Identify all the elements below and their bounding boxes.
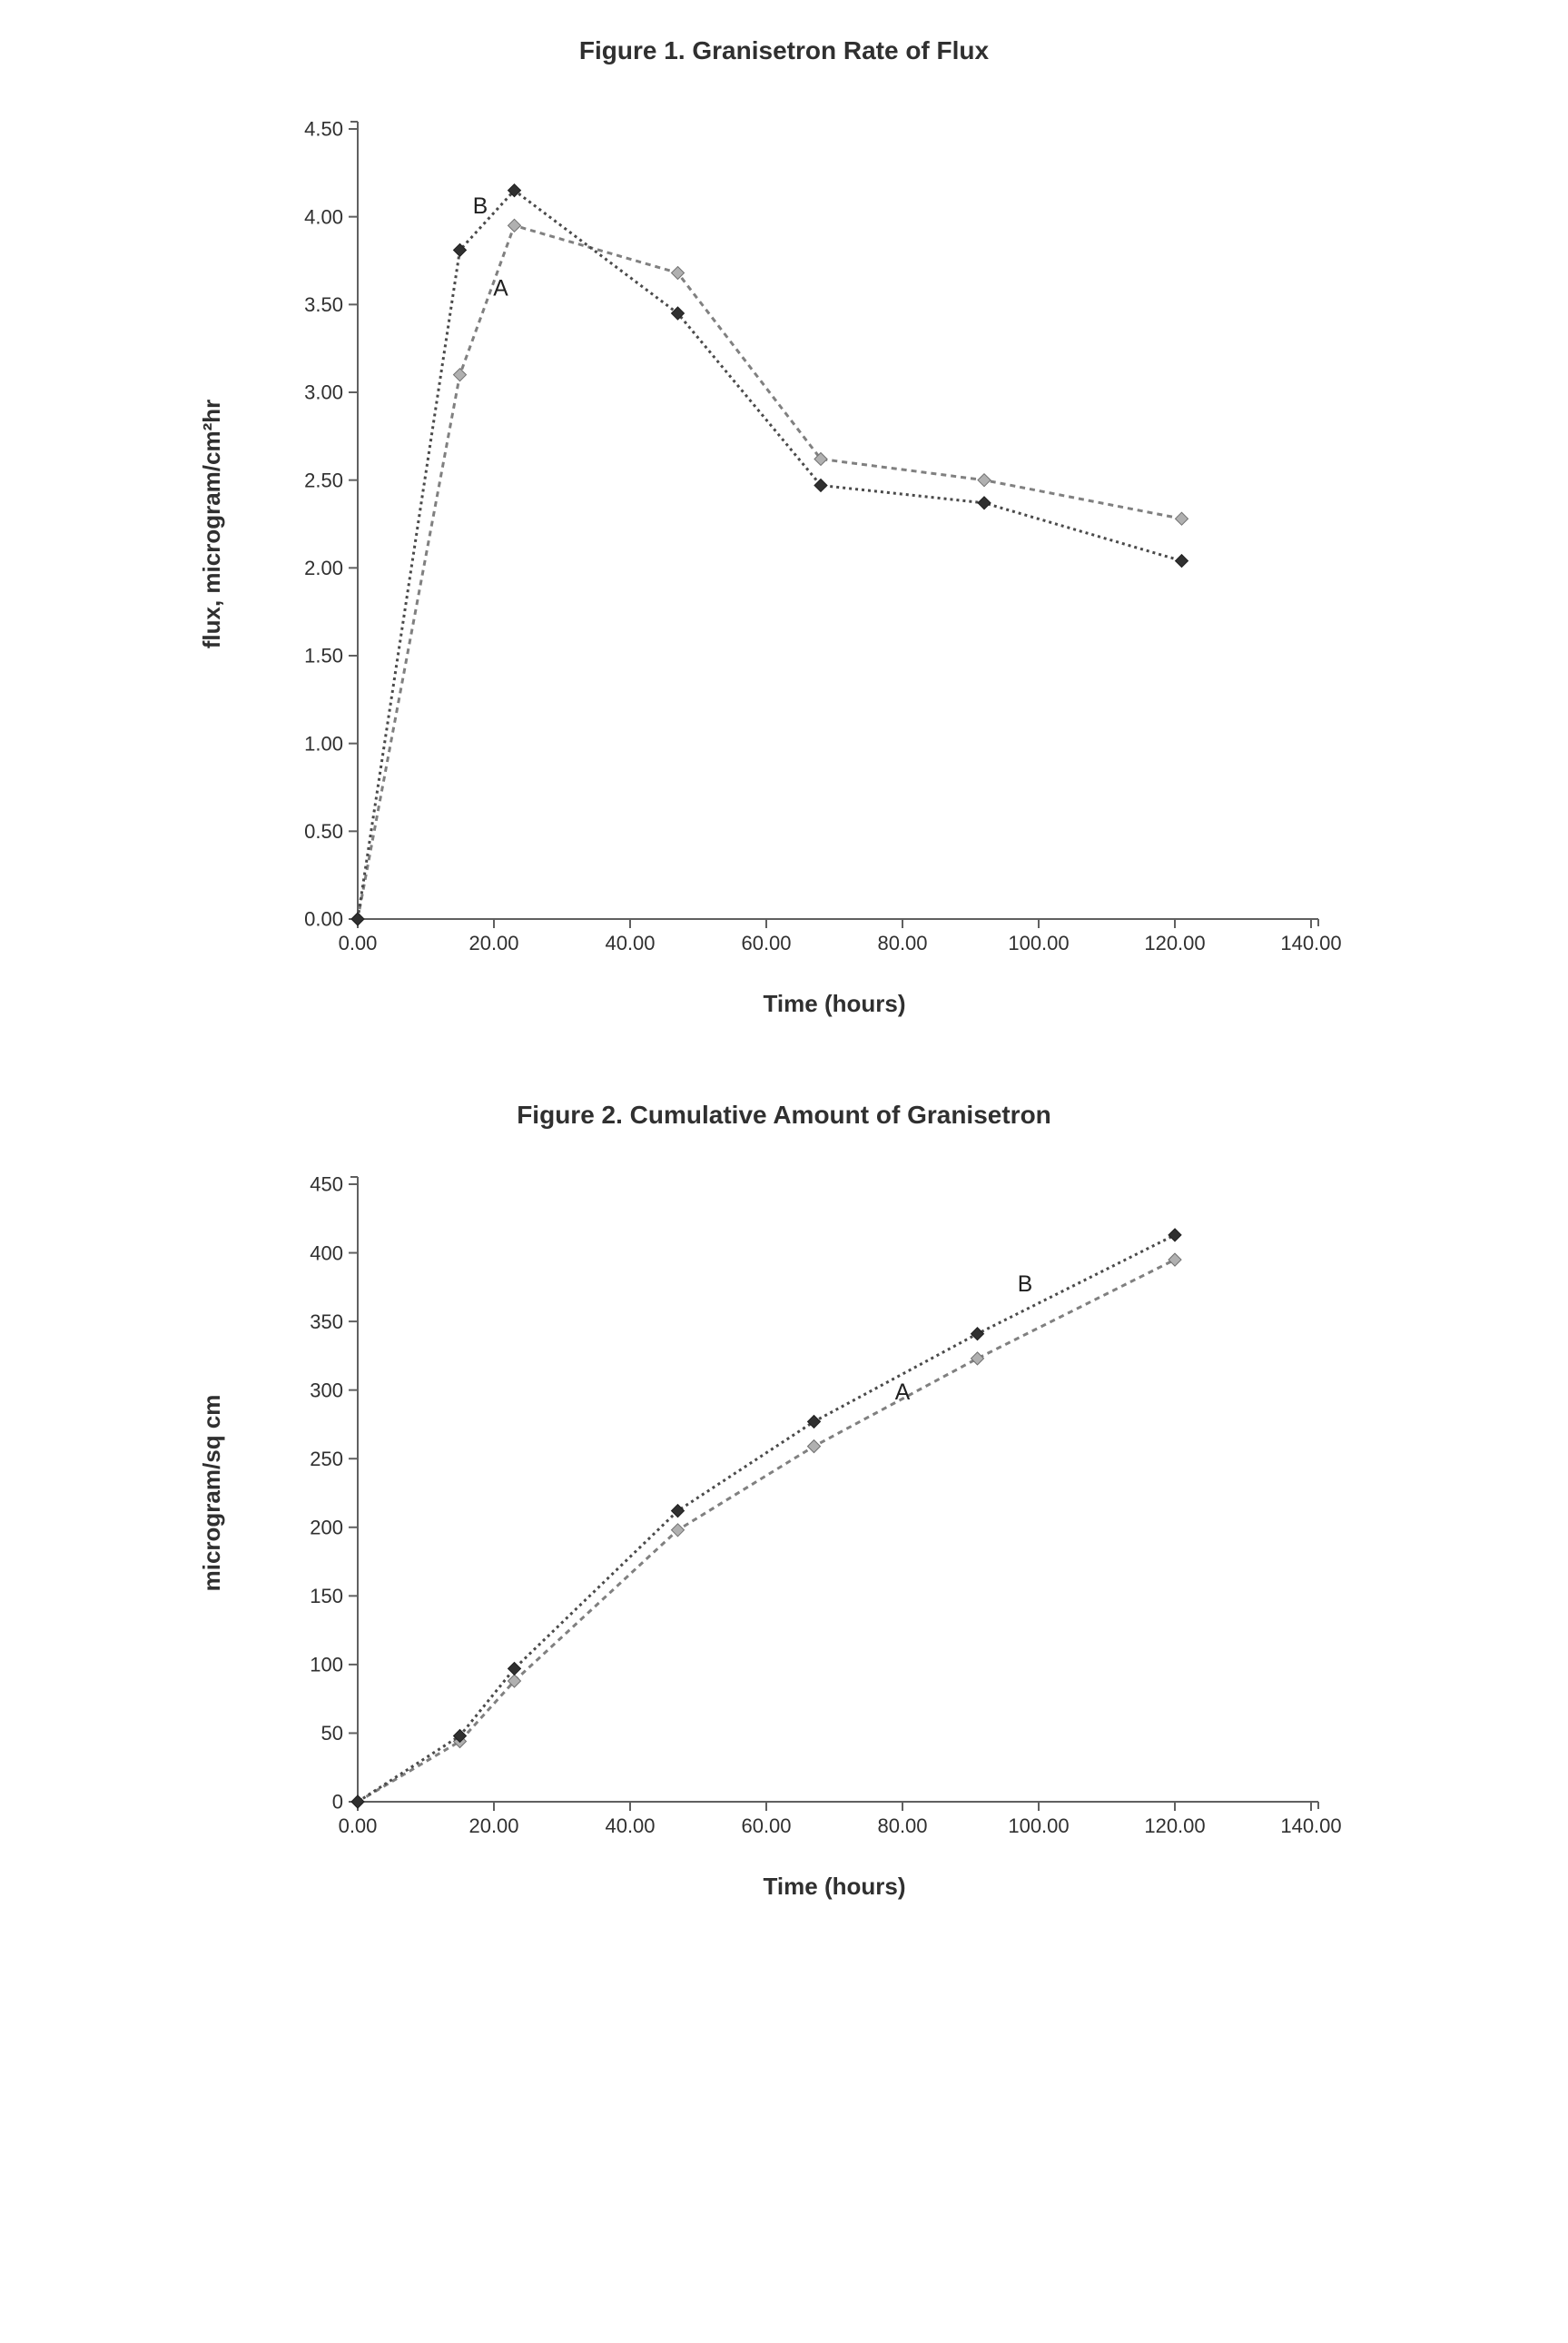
x-tick-label: 100.00 — [1008, 932, 1069, 954]
x-axis-label: Time (hours) — [763, 1873, 905, 1900]
series-A-marker — [453, 369, 466, 381]
y-tick-label: 0.00 — [304, 908, 343, 931]
series-B-marker — [453, 243, 466, 256]
x-tick-label: 80.00 — [877, 932, 927, 954]
y-tick-label: 200 — [310, 1516, 343, 1538]
x-tick-label: 40.00 — [605, 1814, 655, 1837]
x-tick-label: 60.00 — [741, 932, 791, 954]
x-tick-label: 20.00 — [468, 1814, 518, 1837]
y-axis-label: flux, microgram/cm²hr — [198, 400, 225, 649]
series-A-marker — [508, 219, 520, 232]
spacer — [0, 1037, 1568, 1101]
x-tick-label: 140.00 — [1280, 1814, 1341, 1837]
series-A-line — [358, 1260, 1175, 1802]
series-A-marker — [671, 1524, 684, 1537]
figure-1-block: Figure 1. Granisetron Rate of Flux 0.000… — [185, 36, 1384, 1037]
y-tick-label: 4.50 — [304, 118, 343, 141]
x-tick-label: 20.00 — [468, 932, 518, 954]
series-A-marker — [807, 1440, 820, 1453]
x-tick-label: 120.00 — [1144, 1814, 1205, 1837]
series-B-marker — [971, 1328, 983, 1340]
figure-2-title: Figure 2. Cumulative Amount of Granisetr… — [185, 1101, 1384, 1130]
series-B-label: B — [472, 194, 487, 219]
series-B-marker — [814, 479, 827, 491]
figure-1-chart: 0.00 0.50 1.00 1.50 2.00 2.50 3.00 3.50 4.00 4.50… — [185, 102, 1347, 1037]
y-tick-label: 2.50 — [304, 469, 343, 491]
series-A-marker — [1175, 512, 1188, 525]
y-tick-label: 0 — [331, 1791, 342, 1814]
y-tick-label: 1.50 — [304, 645, 343, 667]
y-tick-label: 4.00 — [304, 205, 343, 228]
x-tick-label: 0.00 — [338, 932, 377, 954]
y-tick-label: 0.50 — [304, 820, 343, 843]
series-A-marker — [978, 474, 991, 487]
series-A-label: A — [493, 277, 508, 302]
series-B-line — [358, 191, 1182, 919]
figure-2-block: Figure 2. Cumulative Amount of Granisetr… — [185, 1101, 1384, 1920]
series-B-marker — [508, 1662, 520, 1675]
x-tick-label: 100.00 — [1008, 1814, 1069, 1837]
x-axis-label: Time (hours) — [763, 990, 905, 1017]
series-A-label: A — [894, 1380, 910, 1405]
y-tick-label: 300 — [310, 1379, 343, 1401]
y-tick-label: 3.50 — [304, 293, 343, 316]
x-tick-label: 60.00 — [741, 1814, 791, 1837]
y-axis-label: microgram/sq cm — [198, 1395, 225, 1592]
series-B-marker — [1175, 555, 1188, 568]
y-tick-label: 350 — [310, 1310, 343, 1333]
y-tick-label: 50 — [321, 1722, 342, 1745]
series-A-marker — [971, 1352, 983, 1365]
x-tick-label: 80.00 — [877, 1814, 927, 1837]
series-B-marker — [1169, 1229, 1181, 1241]
page: Figure 1. Granisetron Rate of Flux 0.000… — [0, 0, 1568, 1992]
figure-2-chart: 0 50 100 150 200 250 300 350 400 450 0.00 20.00 40.0… — [185, 1157, 1347, 1920]
y-tick-label: 3.00 — [304, 381, 343, 404]
x-tick-label: 40.00 — [605, 932, 655, 954]
y-tick-label: 2.00 — [304, 557, 343, 579]
x-tick-label: 140.00 — [1280, 932, 1341, 954]
figure-1-title: Figure 1. Granisetron Rate of Flux — [185, 36, 1384, 65]
y-tick-label: 150 — [310, 1585, 343, 1607]
series-B-label: B — [1017, 1272, 1031, 1297]
series-A-line — [358, 225, 1182, 919]
series-B-marker — [978, 497, 991, 509]
y-tick-label: 1.00 — [304, 732, 343, 755]
x-tick-label: 120.00 — [1144, 932, 1205, 954]
series-A-marker — [1169, 1253, 1181, 1266]
y-tick-label: 250 — [310, 1448, 343, 1470]
x-tick-label: 0.00 — [338, 1814, 377, 1837]
series-B-marker — [671, 1505, 684, 1518]
y-tick-label: 450 — [310, 1173, 343, 1196]
y-tick-label: 100 — [310, 1654, 343, 1676]
series-B-marker — [351, 913, 364, 925]
series-B-marker — [351, 1795, 364, 1808]
y-tick-label: 400 — [310, 1241, 343, 1264]
